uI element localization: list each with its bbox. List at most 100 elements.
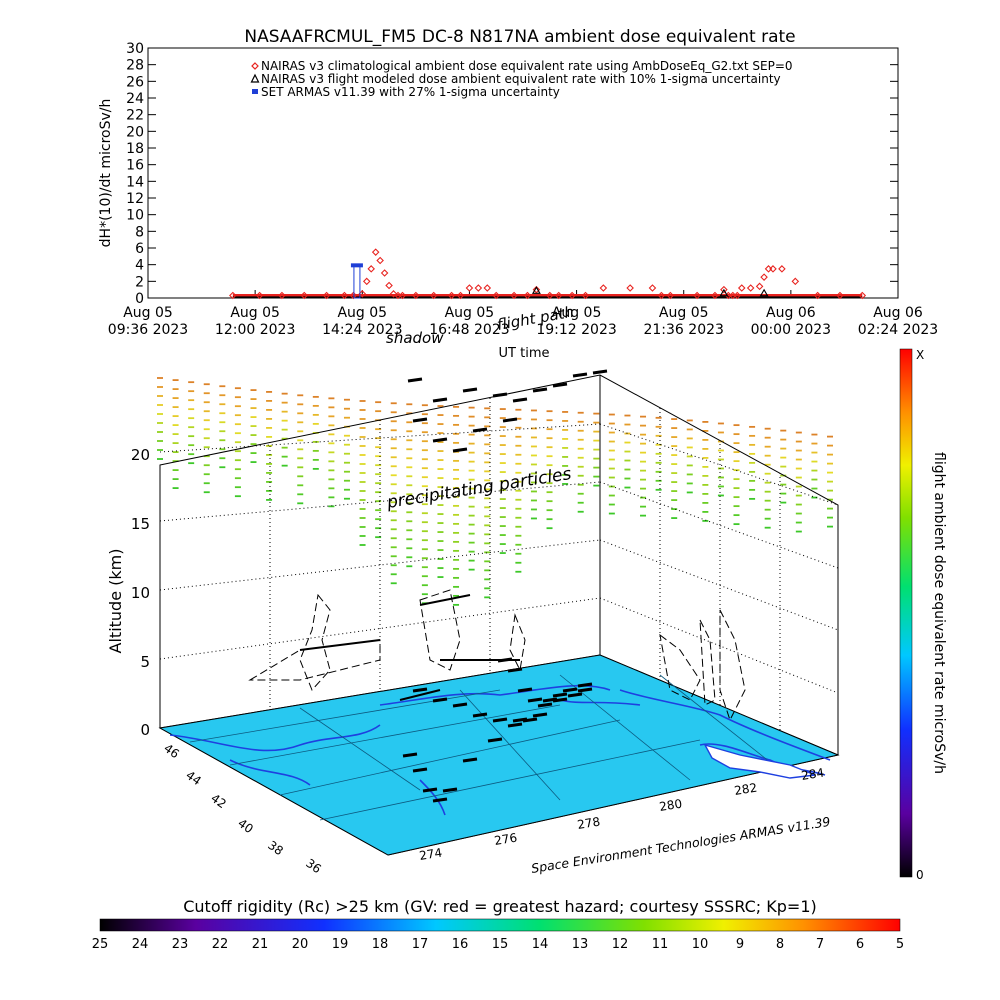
climatology-point: [300, 291, 309, 300]
top-y-tick-label: 28: [126, 58, 144, 74]
climatology-point: [769, 265, 777, 273]
lat-tick-label: 42: [208, 791, 229, 811]
climatology-point: [778, 265, 786, 273]
climatology-point: [791, 277, 800, 286]
top-y-tick-label: 24: [126, 91, 144, 107]
track-segment: [412, 767, 428, 773]
climatology-point: [380, 269, 389, 277]
track-segment: [462, 757, 478, 763]
track-segment-upper: [419, 594, 471, 606]
rigidity-tick-label: 10: [692, 937, 709, 952]
top-x-tick-line1: Aug 05: [659, 305, 709, 321]
track-segment: [422, 787, 438, 793]
climatology-point: [760, 273, 768, 281]
climatology-point: [858, 291, 867, 300]
track-segment: [502, 417, 518, 423]
alt-tick-10: 10: [131, 584, 150, 602]
climatology-point: [429, 291, 438, 300]
alt-tick-5: 5: [140, 653, 150, 671]
track-segment: [577, 682, 593, 688]
track-segment: [452, 447, 468, 453]
climatology-point: [532, 285, 541, 294]
rigidity-tick-label: 18: [372, 937, 389, 952]
top-x-tick-line2: 21:36 2023: [643, 322, 723, 338]
rigidity-tick-label: 16: [452, 937, 469, 952]
climatology-point: [755, 282, 764, 291]
rigidity-title: Cutoff rigidity (Rc) >25 km (GV: red = g…: [183, 897, 817, 916]
map-borders: [189, 674, 781, 821]
map-lake: [703, 743, 816, 779]
track-segment: [432, 697, 448, 703]
annotation-shadow: shadow: [386, 329, 444, 347]
lon-tick-label: 276: [493, 831, 518, 848]
precipitation-curtain: [157, 377, 833, 606]
climatology-point: [447, 291, 456, 300]
track-segment: [492, 392, 508, 398]
climatology-point: [362, 277, 371, 286]
track-segment: [552, 692, 568, 698]
lon-tick-label: 278: [576, 815, 601, 832]
top-y-tick-label: 0: [135, 291, 144, 307]
climatology-point: [412, 291, 420, 300]
climatology-point: [813, 291, 822, 300]
track-segment: [532, 712, 548, 718]
annotation-precipitating-particles: precipitating particles: [385, 464, 573, 513]
climatology-point: [389, 290, 398, 298]
rigidity-tick-label: 12: [612, 937, 629, 952]
track-segment: [592, 369, 608, 375]
lon-tick-label: 274: [418, 846, 443, 863]
lat-tick-label: 36: [303, 856, 324, 876]
climatology-point: [278, 291, 286, 300]
climatology-point: [626, 284, 634, 292]
track-segment: [432, 437, 448, 443]
climatology-point: [648, 284, 657, 292]
track-segment: [572, 372, 588, 378]
top-y-axis-label: dH*(10)/dt microSv/h: [98, 99, 114, 248]
lat-tick-label: 46: [161, 741, 182, 761]
top-x-tick-line1: Aug 05: [123, 305, 173, 321]
top-x-axis-label: UT time: [499, 346, 550, 361]
rigidity-tick-label: 25: [92, 937, 109, 952]
legend-marker-triangle: [250, 73, 260, 83]
climatology-point: [398, 291, 407, 300]
box-grid: [159, 398, 839, 730]
top-x-tick-line1: Aug 05: [552, 305, 602, 321]
rigidity-tick-label: 14: [532, 937, 549, 952]
track-segment: [432, 397, 448, 403]
climatology-point: [376, 256, 384, 265]
top-chart-title: NASAAFRCMUL_FM5 DC-8 N817NA ambient dose…: [244, 27, 795, 47]
climatology-point: [836, 291, 844, 300]
track-segment-upper: [399, 689, 441, 701]
climatology-point: [720, 285, 728, 294]
model-point: [719, 288, 729, 297]
top-y-tick-label: 2: [135, 274, 144, 290]
track-segment: [577, 687, 593, 693]
lat-tick-label: 44: [183, 768, 204, 788]
track-segment: [517, 687, 533, 693]
legend-entry-0: NAIRAS v3 climatological ambient dose eq…: [261, 59, 793, 73]
track-segment: [507, 667, 523, 673]
top-y-tick-label: 30: [126, 41, 144, 57]
alt-tick-20: 20: [131, 446, 150, 464]
rigidity-tick-label: 20: [292, 937, 309, 952]
armas-error-bar: [353, 265, 361, 299]
top-x-tick-line2: 00:00 2023: [751, 322, 831, 338]
climatology-point: [568, 291, 576, 300]
climatology-point: [483, 284, 492, 292]
track-segment: [472, 427, 488, 433]
track-segment: [462, 387, 478, 393]
track-segment: [567, 692, 583, 698]
colorbar-bottom-label: 0: [916, 868, 924, 882]
top-legend: NAIRAS v3 climatological ambient dose eq…: [250, 59, 793, 99]
track-segment: [512, 397, 528, 403]
altitude-label: Altitude (km): [106, 549, 125, 654]
climatology-point: [510, 291, 518, 300]
track-segment: [542, 697, 558, 703]
rigidity-tick-label: 23: [172, 937, 189, 952]
climatology-point: [523, 291, 532, 300]
rigidity-tick-label: 21: [252, 937, 269, 952]
top-x-tick-line1: Aug 06: [766, 305, 816, 321]
